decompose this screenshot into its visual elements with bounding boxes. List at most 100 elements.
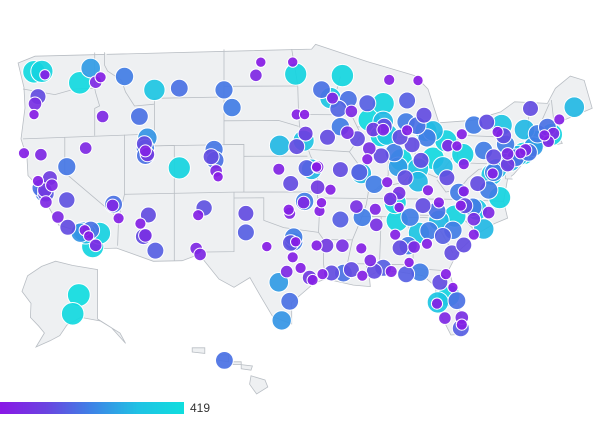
location-bubble[interactable] bbox=[192, 209, 205, 222]
location-bubble[interactable] bbox=[286, 251, 299, 264]
location-bubble[interactable] bbox=[298, 108, 311, 121]
location-bubble[interactable] bbox=[403, 256, 415, 269]
location-bubble[interactable] bbox=[280, 291, 300, 311]
location-bubble[interactable] bbox=[88, 238, 103, 253]
location-bubble[interactable] bbox=[193, 247, 207, 262]
location-bubble[interactable] bbox=[443, 244, 461, 262]
location-bubble[interactable] bbox=[433, 227, 452, 245]
location-bubble[interactable] bbox=[222, 97, 242, 118]
location-bubble[interactable] bbox=[143, 78, 166, 102]
location-bubble[interactable] bbox=[288, 138, 306, 156]
location-bubble[interactable] bbox=[306, 273, 319, 287]
location-bubble[interactable] bbox=[407, 240, 421, 254]
location-bubble[interactable] bbox=[553, 113, 566, 126]
location-bubble[interactable] bbox=[355, 242, 368, 255]
location-bubble[interactable] bbox=[34, 147, 48, 162]
location-bubble[interactable] bbox=[236, 223, 255, 242]
location-bubble[interactable] bbox=[381, 176, 394, 189]
location-bubble[interactable] bbox=[214, 80, 234, 100]
location-bubble[interactable] bbox=[412, 74, 424, 87]
location-bubble[interactable] bbox=[447, 281, 459, 294]
location-bubble[interactable] bbox=[309, 179, 326, 195]
location-bubble[interactable] bbox=[310, 161, 323, 173]
location-bubble[interactable] bbox=[282, 203, 295, 216]
location-bubble[interactable] bbox=[215, 351, 234, 370]
location-bubble[interactable] bbox=[447, 291, 467, 311]
location-bubble[interactable] bbox=[414, 197, 432, 215]
location-bubble[interactable] bbox=[255, 56, 267, 68]
location-bubble[interactable] bbox=[315, 197, 328, 209]
location-bubble[interactable] bbox=[382, 191, 398, 207]
location-bubble[interactable] bbox=[31, 174, 45, 188]
location-bubble[interactable] bbox=[478, 113, 496, 131]
location-bubble[interactable] bbox=[331, 210, 350, 229]
location-bubble[interactable] bbox=[114, 66, 135, 87]
location-bubble[interactable] bbox=[563, 96, 586, 118]
location-bubble[interactable] bbox=[368, 202, 382, 216]
location-bubble[interactable] bbox=[454, 199, 467, 212]
location-bubble[interactable] bbox=[430, 297, 444, 310]
location-bubble[interactable] bbox=[78, 141, 93, 155]
location-bubble[interactable] bbox=[57, 157, 77, 177]
location-bubble[interactable] bbox=[112, 212, 125, 225]
location-bubble[interactable] bbox=[420, 237, 434, 250]
location-bubble[interactable] bbox=[134, 217, 147, 230]
location-bubble[interactable] bbox=[369, 217, 384, 233]
location-bubble[interactable] bbox=[364, 174, 384, 195]
location-bubble[interactable] bbox=[335, 238, 350, 253]
location-bubble[interactable] bbox=[455, 318, 468, 331]
location-bubble[interactable] bbox=[59, 218, 77, 236]
location-bubble[interactable] bbox=[412, 151, 430, 169]
location-bubble[interactable] bbox=[398, 91, 417, 110]
location-bubble[interactable] bbox=[396, 169, 414, 187]
location-bubble[interactable] bbox=[279, 264, 294, 279]
location-bubble[interactable] bbox=[312, 80, 331, 99]
location-bubble[interactable] bbox=[384, 265, 398, 278]
location-bubble[interactable] bbox=[401, 124, 414, 137]
location-bubble[interactable] bbox=[415, 106, 433, 124]
location-bubble[interactable] bbox=[455, 128, 468, 141]
location-bubble[interactable] bbox=[466, 211, 482, 227]
location-bubble[interactable] bbox=[39, 195, 53, 209]
location-bubble[interactable] bbox=[383, 73, 396, 87]
location-bubble[interactable] bbox=[58, 191, 76, 209]
location-bubble[interactable] bbox=[356, 269, 369, 282]
location-bubble[interactable] bbox=[268, 134, 291, 157]
location-bubble[interactable] bbox=[486, 167, 499, 180]
location-bubble[interactable] bbox=[287, 56, 299, 68]
location-bubble[interactable] bbox=[146, 241, 165, 260]
location-bubble[interactable] bbox=[467, 228, 480, 241]
location-bubble[interactable] bbox=[358, 94, 377, 113]
location-bubble[interactable] bbox=[391, 239, 409, 257]
location-bubble[interactable] bbox=[167, 156, 191, 180]
location-bubble[interactable] bbox=[400, 207, 420, 227]
location-bubble[interactable] bbox=[272, 162, 286, 176]
location-bubble[interactable] bbox=[438, 311, 452, 325]
location-bubble[interactable] bbox=[457, 185, 470, 198]
location-bubble[interactable] bbox=[138, 144, 152, 158]
location-bubble[interactable] bbox=[28, 108, 40, 121]
location-bubble[interactable] bbox=[538, 129, 551, 142]
location-bubble[interactable] bbox=[202, 148, 220, 166]
location-bubble[interactable] bbox=[138, 228, 153, 243]
location-bubble[interactable] bbox=[363, 253, 378, 268]
location-bubble[interactable] bbox=[362, 141, 377, 156]
location-bubble[interactable] bbox=[324, 183, 337, 196]
location-bubble[interactable] bbox=[432, 196, 445, 209]
location-bubble[interactable] bbox=[361, 153, 374, 166]
location-bubble[interactable] bbox=[438, 169, 456, 187]
location-bubble[interactable] bbox=[421, 184, 435, 197]
location-bubble[interactable] bbox=[485, 148, 503, 166]
location-bubble[interactable] bbox=[481, 205, 496, 220]
location-bubble[interactable] bbox=[83, 230, 95, 242]
location-bubble[interactable] bbox=[451, 140, 463, 152]
location-bubble[interactable] bbox=[393, 201, 405, 214]
location-bubble[interactable] bbox=[51, 210, 65, 224]
location-bubble[interactable] bbox=[297, 125, 314, 142]
location-bubble[interactable] bbox=[39, 69, 51, 81]
location-bubble[interactable] bbox=[130, 107, 149, 126]
location-bubble[interactable] bbox=[500, 147, 515, 161]
location-bubble[interactable] bbox=[310, 239, 323, 252]
location-bubble[interactable] bbox=[45, 178, 59, 192]
location-bubble[interactable] bbox=[17, 147, 31, 160]
